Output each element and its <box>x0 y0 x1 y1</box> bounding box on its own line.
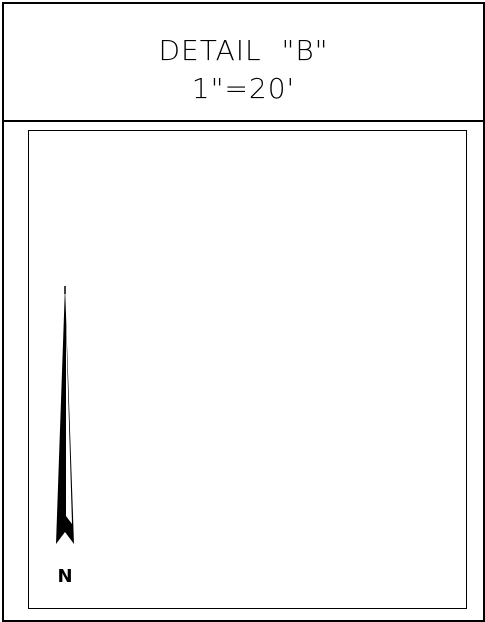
north-label: N <box>57 566 72 587</box>
title-block: DETAIL "B" 1"=20' <box>4 4 483 122</box>
detail-scale: 1"=20' <box>191 72 296 105</box>
detail-viewport <box>28 130 467 609</box>
north-arrow-icon: N <box>56 286 74 587</box>
detail-title: DETAIL "B" <box>158 34 329 67</box>
